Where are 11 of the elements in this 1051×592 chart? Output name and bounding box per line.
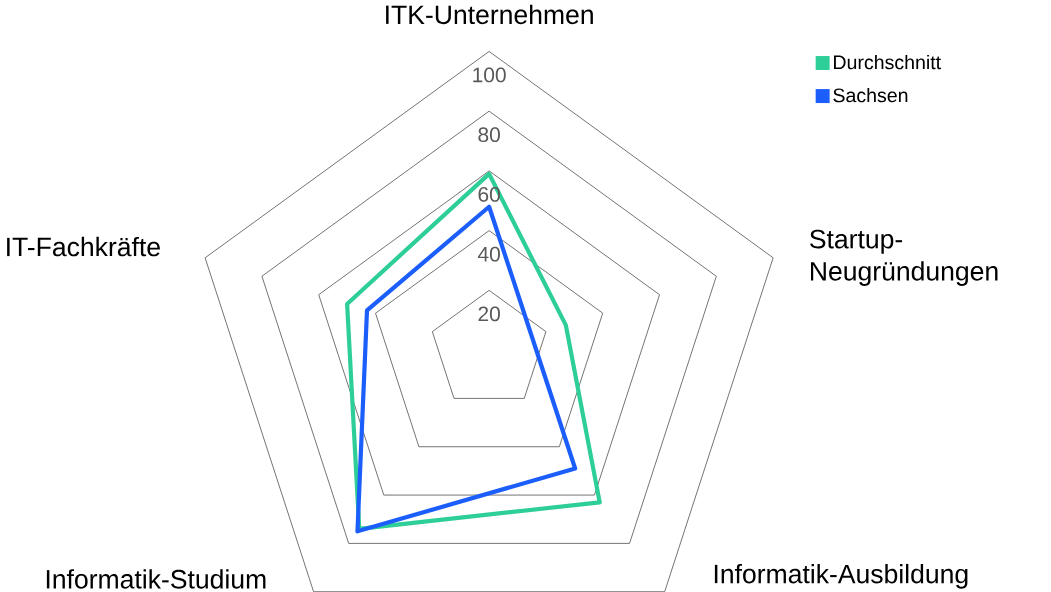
spoke-label: ITK-Unternehmen <box>386 4 593 25</box>
spoke-label: Informatik-Ausbildung <box>714 563 968 589</box>
spoke-label: IT-Fachkräfte <box>7 236 160 257</box>
legend-label: Durchschnitt <box>834 54 941 70</box>
legend-label: Sachsen <box>833 87 908 103</box>
y-tick-label: 100 <box>473 67 506 83</box>
spoke-label: Startup-Neugründungen <box>810 229 998 286</box>
y-tick-label: 80 <box>478 127 500 143</box>
y-tick-label: 40 <box>477 246 500 262</box>
y-tick-label: 20 <box>478 306 500 322</box>
spoke-label: Informatik-Studium <box>46 569 266 589</box>
